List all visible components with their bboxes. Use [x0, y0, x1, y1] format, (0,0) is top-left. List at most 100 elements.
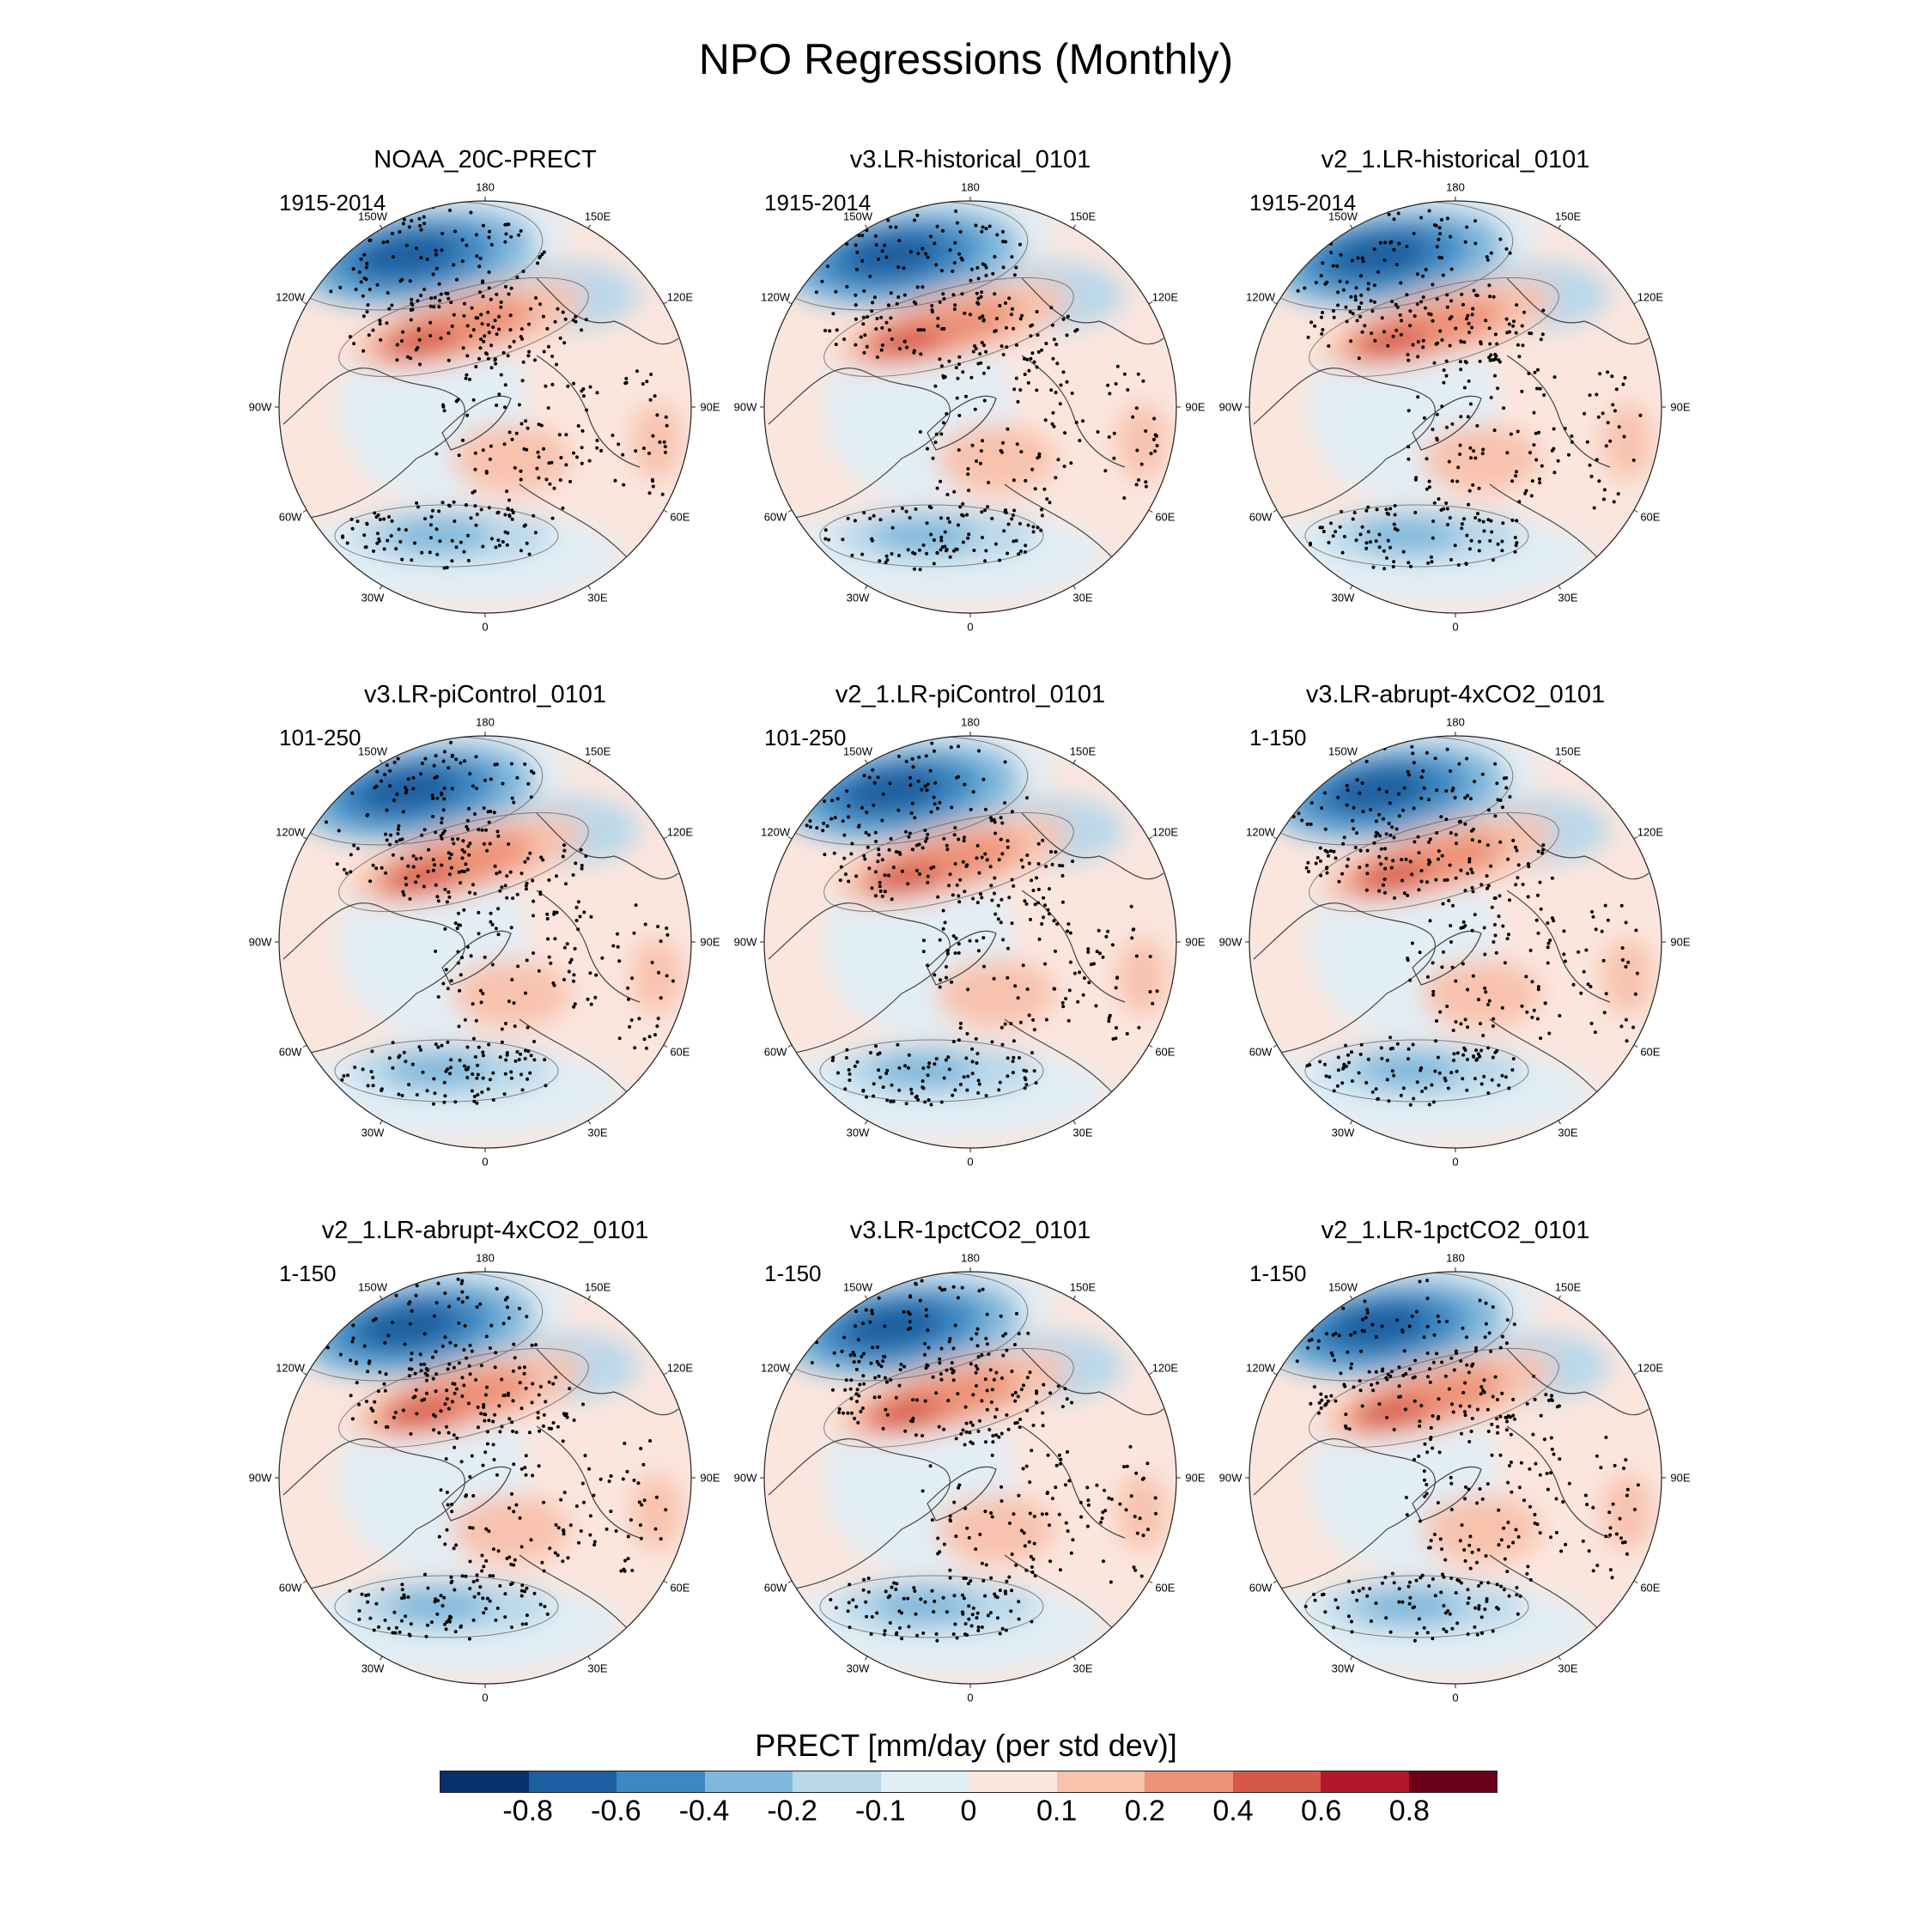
longitude-label: 0: [482, 1155, 489, 1169]
longitude-label: 150E: [584, 1280, 611, 1294]
longitude-label: 90W: [248, 935, 272, 949]
longitude-label: 0: [482, 620, 489, 634]
colorbar-swatch: [617, 1771, 705, 1792]
longitude-label: 120E: [1637, 1361, 1664, 1375]
longitude-label: 90W: [248, 1471, 272, 1485]
longitude-label: 30W: [361, 1126, 385, 1139]
longitude-label: 120W: [1246, 825, 1276, 839]
longitude-label: 90E: [700, 400, 720, 414]
colorbar-swatch: [1145, 1771, 1233, 1792]
longitude-label: 150E: [1069, 210, 1097, 223]
longitude-label: 0: [1452, 1691, 1459, 1704]
longitude-label: 60W: [763, 1581, 787, 1595]
longitude-label: 60E: [1640, 510, 1661, 524]
longitude-label: 90W: [1218, 1471, 1242, 1485]
significance-stipple: [289, 1277, 668, 1641]
panel-title: v2_1.LR-abrupt-4xCO2_0101: [321, 1217, 649, 1244]
longitude-label: 180: [1446, 180, 1465, 194]
panel-title: v2_1.LR-historical_0101: [1321, 146, 1590, 173]
longitude-label: 120E: [1637, 825, 1664, 839]
longitude-label: 90W: [733, 1471, 757, 1485]
panel-period: 1915-2014: [1249, 190, 1357, 216]
panel-period: 1-150: [279, 1261, 337, 1286]
longitude-label: 30W: [361, 591, 385, 605]
colorbar-tick-label: -0.4: [678, 1795, 730, 1827]
longitude-label: 0: [967, 1691, 974, 1704]
longitude-label: 30E: [1558, 591, 1578, 605]
longitude-label: 150E: [1069, 1280, 1097, 1294]
longitude-label: 60E: [1155, 510, 1176, 524]
longitude-label: 30E: [1072, 1662, 1093, 1675]
longitude-label: 150W: [358, 210, 387, 223]
longitude-label: 180: [961, 1251, 980, 1265]
significance-stipple: [775, 207, 1159, 572]
longitude-label: 120E: [1637, 290, 1664, 304]
longitude-label: 30E: [1558, 1662, 1578, 1675]
panel-title: v3.LR-piControl_0101: [363, 681, 607, 708]
longitude-label: 30E: [587, 591, 608, 605]
colorbar-swatch: [1321, 1771, 1409, 1792]
longitude-label: 120W: [1246, 290, 1276, 304]
significance-stipple: [307, 205, 669, 570]
longitude-label: 120E: [1151, 1361, 1179, 1375]
longitude-label: 150E: [1554, 210, 1582, 223]
longitude-label: 0: [967, 1155, 974, 1169]
longitude-label: 150E: [1554, 744, 1582, 758]
longitude-label: 30W: [846, 1662, 870, 1675]
panel-period: 1915-2014: [764, 190, 872, 216]
colorbar-swatch: [1056, 1771, 1145, 1792]
longitude-label: 180: [961, 180, 980, 194]
colorbar-swatch: [880, 1771, 969, 1792]
significance-stipple: [797, 1275, 1157, 1643]
panel-title: v3.LR-historical_0101: [849, 146, 1091, 173]
polar-map: [275, 1267, 696, 1688]
polar-map: [760, 1267, 1181, 1688]
longitude-label: 60W: [278, 510, 302, 524]
longitude-label: 60E: [1640, 1581, 1661, 1595]
longitude-label: 150W: [843, 210, 872, 223]
colorbar-swatch: [704, 1771, 793, 1792]
colorbar-swatch: [528, 1771, 617, 1792]
panel-title: v2_1.LR-1pctCO2_0101: [1321, 1217, 1590, 1244]
colorbar-swatch: [440, 1771, 529, 1792]
colorbar-tick-label: -0.2: [767, 1795, 817, 1827]
panel-period: 1-150: [1249, 725, 1307, 750]
longitude-label: 90W: [248, 400, 272, 414]
colorbar-swatch: [1232, 1771, 1321, 1792]
colorbar-tick-label: 0.4: [1212, 1795, 1254, 1827]
longitude-label: 120E: [666, 825, 694, 839]
longitude-label: 60W: [763, 1045, 787, 1059]
longitude-label: 150W: [358, 744, 387, 758]
longitude-label: 180: [476, 1251, 495, 1265]
longitude-label: 180: [1446, 715, 1465, 729]
longitude-label: 30E: [1072, 1126, 1093, 1139]
longitude-label: 150W: [1328, 744, 1358, 758]
longitude-label: 60E: [1640, 1045, 1661, 1059]
longitude-label: 120E: [666, 290, 694, 304]
longitude-label: 30W: [1331, 1662, 1355, 1675]
polar-map: [760, 732, 1181, 1152]
longitude-label: 180: [961, 715, 980, 729]
colorbar-tick-label: 0.2: [1124, 1795, 1165, 1827]
panel-period: 1-150: [1249, 1261, 1307, 1286]
polar-map: [1245, 732, 1666, 1152]
figure-title: NPO Regressions (Monthly): [698, 35, 1234, 83]
longitude-label: 90E: [1185, 935, 1206, 949]
longitude-label: 30W: [361, 1662, 385, 1675]
colorbar-tick-label: -0.8: [502, 1795, 553, 1827]
longitude-label: 60E: [670, 1045, 690, 1059]
longitude-label: 60W: [278, 1045, 302, 1059]
colorbar-swatch: [969, 1771, 1057, 1792]
longitude-label: 30E: [1072, 591, 1093, 605]
longitude-label: 60W: [278, 1581, 302, 1595]
colorbar-tick-label: 0.6: [1301, 1795, 1342, 1827]
longitude-label: 90E: [1670, 935, 1691, 949]
panel-title: v3.LR-abrupt-4xCO2_0101: [1305, 681, 1606, 708]
longitude-label: 0: [1452, 1155, 1459, 1169]
polar-map: [275, 732, 696, 1152]
panel-period: 101-250: [279, 725, 361, 750]
longitude-label: 60W: [1249, 1581, 1273, 1595]
colorbar: [440, 1771, 1498, 1793]
longitude-label: 120W: [761, 825, 791, 839]
longitude-label: 60E: [1155, 1045, 1176, 1059]
